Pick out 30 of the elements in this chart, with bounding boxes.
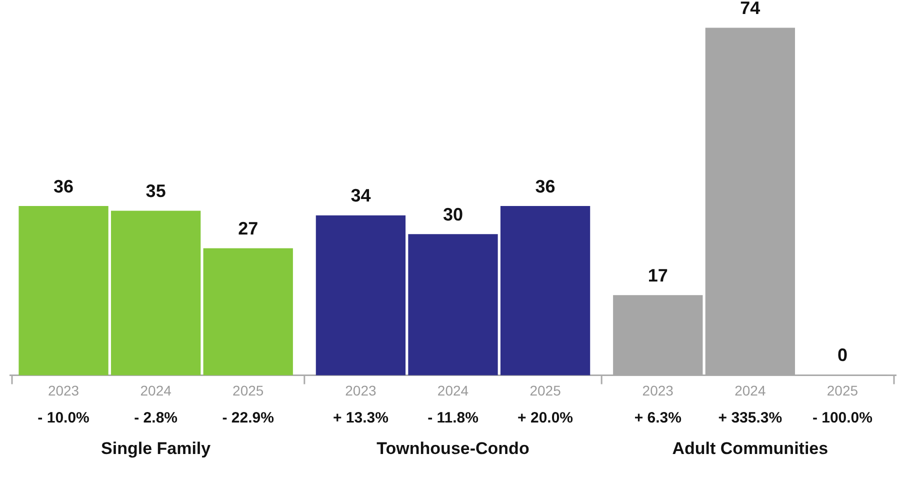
data-label: 34	[350, 186, 371, 206]
text: Single Family	[101, 438, 212, 458]
data-label: 17	[648, 265, 668, 286]
x-tick-label: 2023	[345, 382, 376, 398]
text: - 22.9%	[222, 409, 274, 426]
x-tick-label: 2025	[530, 382, 562, 398]
data-label: 35	[146, 181, 166, 202]
x-tick-label: 2024	[734, 382, 766, 398]
data-label: 30	[442, 204, 464, 224]
data-label: 36	[54, 176, 74, 196]
x-tick-label: 2023	[642, 382, 674, 398]
text: - 11.8%	[428, 409, 478, 426]
text: Townhouse-Condo	[376, 438, 530, 458]
data-label: 36	[535, 176, 556, 196]
data-label: 74	[740, 0, 760, 18]
text: + 6.3%	[634, 409, 682, 426]
x-tick-label: 2025	[232, 382, 264, 398]
data-label: 27	[238, 218, 258, 239]
x-tick-label: 2025	[826, 382, 858, 398]
text: + 20.0%	[518, 409, 574, 426]
text: + 13.3%	[332, 409, 388, 426]
text: - 10.0%	[38, 409, 90, 426]
x-tick-label: 2023	[48, 382, 80, 398]
x-tick-label: 2024	[437, 382, 469, 398]
text: - 100.0%	[812, 409, 872, 426]
x-tick-label: 2024	[140, 382, 172, 398]
text: + 335.3%	[718, 409, 782, 426]
data-label: 0	[837, 345, 848, 366]
text: Adult Communities	[672, 438, 828, 458]
text: - 2.8%	[134, 409, 178, 426]
